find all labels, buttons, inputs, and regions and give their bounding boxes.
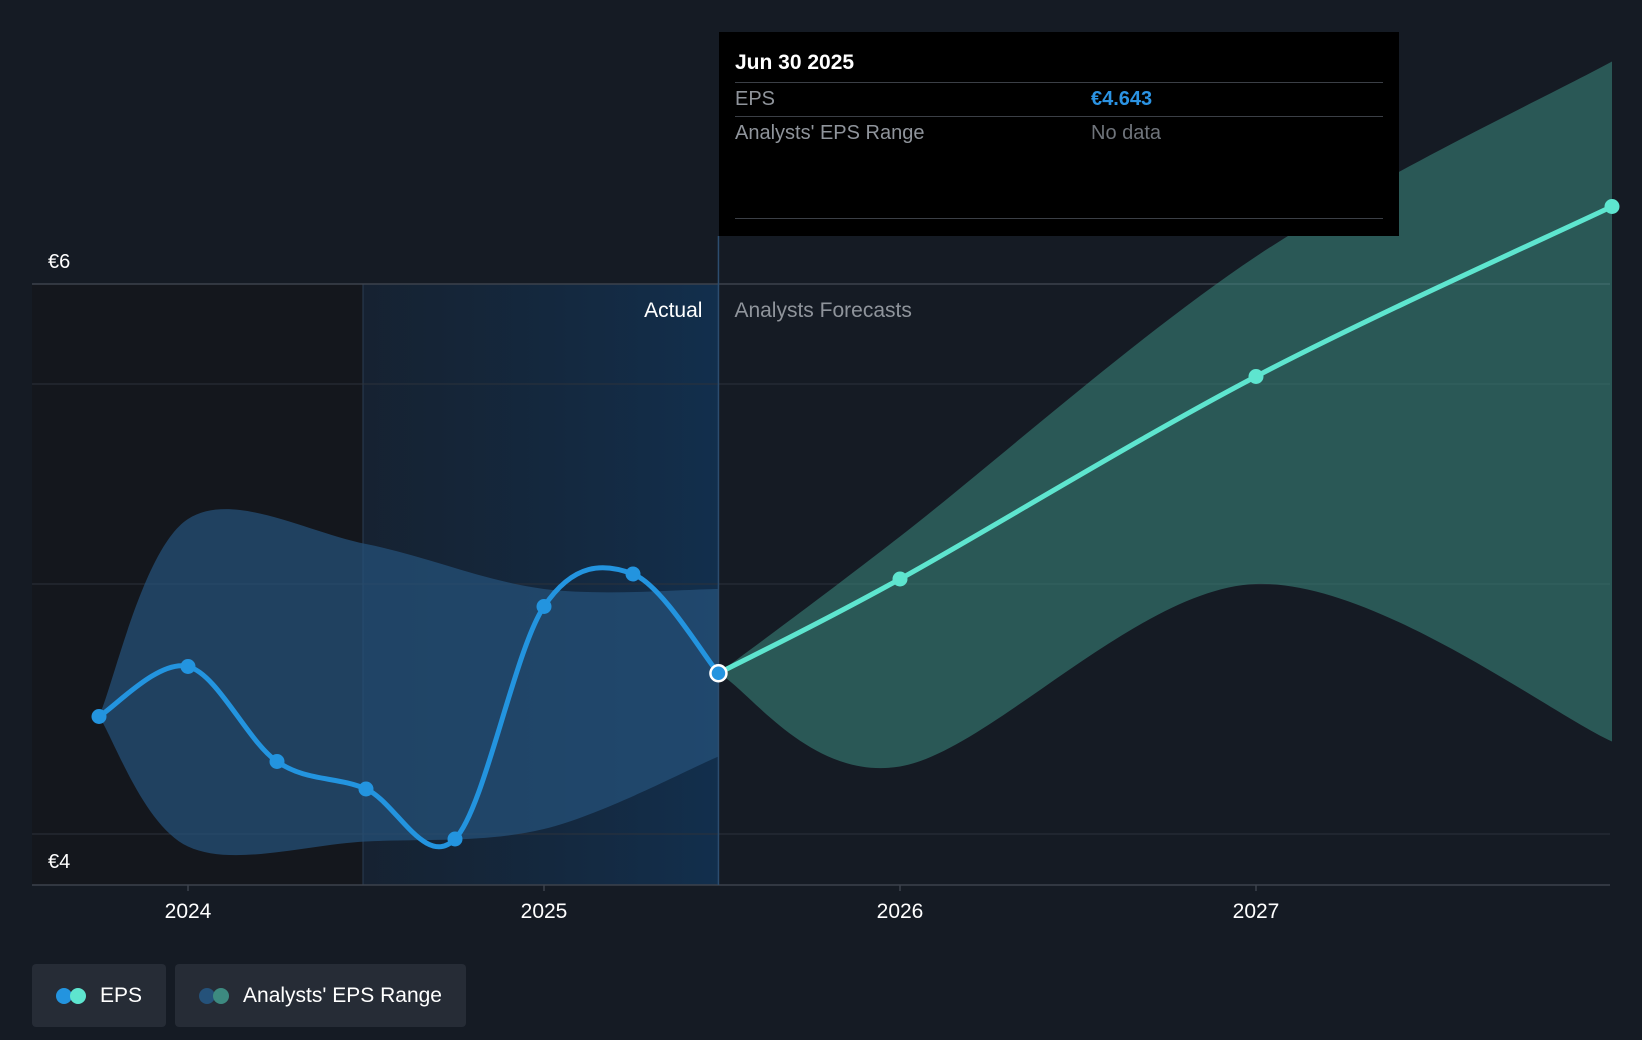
legend-label-eps: EPS [100,983,143,1007]
y-tick-label-0: €6 [48,251,70,273]
highlighted-point [709,664,728,683]
tooltip-range-value: No data [1091,122,1162,144]
x-tick-label-0: 2024 [165,900,212,923]
x-tick-label-2: 2026 [877,900,924,923]
eps-point-1-3 [1604,199,1620,214]
tooltip-eps-value: €4.643 [1091,88,1153,110]
range-band-0 [99,509,719,856]
eps-point-0-2 [269,754,285,769]
eps-point-0-6 [625,566,641,582]
x-tick-label-1: 2025 [521,900,568,923]
eps-point-0-3 [358,781,374,797]
tooltip-divider [735,218,1383,219]
tooltip-eps-label: EPS [735,88,776,110]
tooltip-range-label: Analysts' EPS Range [735,122,925,144]
tooltip-date: Jun 30 2025 [735,51,855,74]
eps-legend-icon [56,987,86,1004]
range-legend-icon [199,987,230,1004]
y-tick-label-1: €4 [48,851,70,873]
legend-item-range[interactable]: Analysts' EPS Range [175,964,466,1027]
hover-tooltip: Jun 30 2025 EPS €4.643 Analysts' EPS Ran… [719,32,1399,236]
legend: EPS Analysts' EPS Range [32,964,466,1027]
eps-point-0-4 [447,831,463,847]
tooltip-row-range: Analysts' EPS Range No data [735,116,1383,150]
eps-line-1 [715,204,1615,676]
eps-point-1-1 [892,571,908,587]
actual-label: Actual [644,299,702,322]
eps-point-0-1 [180,659,196,674]
eps-point-0-0 [91,709,107,724]
legend-label-range: Analysts' EPS Range [243,983,442,1007]
x-tick-label-3: 2027 [1233,900,1280,923]
forecast-label: Analysts Forecasts [734,299,911,322]
tooltip-row-eps: EPS €4.643 [735,82,1383,116]
eps-point-0-5 [536,599,552,614]
eps-point-1-2 [1248,369,1264,384]
eps-line-0 [96,565,721,850]
range-band-1 [718,61,1612,769]
legend-item-eps[interactable]: EPS [32,964,167,1027]
